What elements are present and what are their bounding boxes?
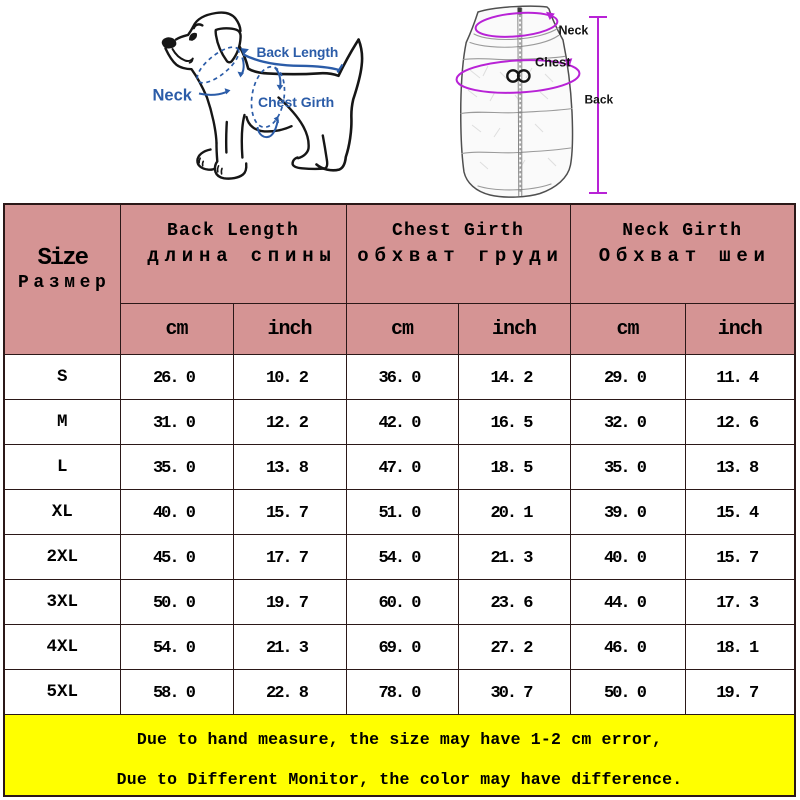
svg-text:Back: Back (585, 93, 614, 107)
svg-text:Chest: Chest (535, 55, 571, 70)
svg-text:Neck: Neck (153, 87, 193, 105)
svg-text:Back Length: Back Length (257, 45, 339, 60)
svg-text:Neck: Neck (559, 24, 589, 38)
svg-text:Chest Girth: Chest Girth (258, 94, 334, 110)
